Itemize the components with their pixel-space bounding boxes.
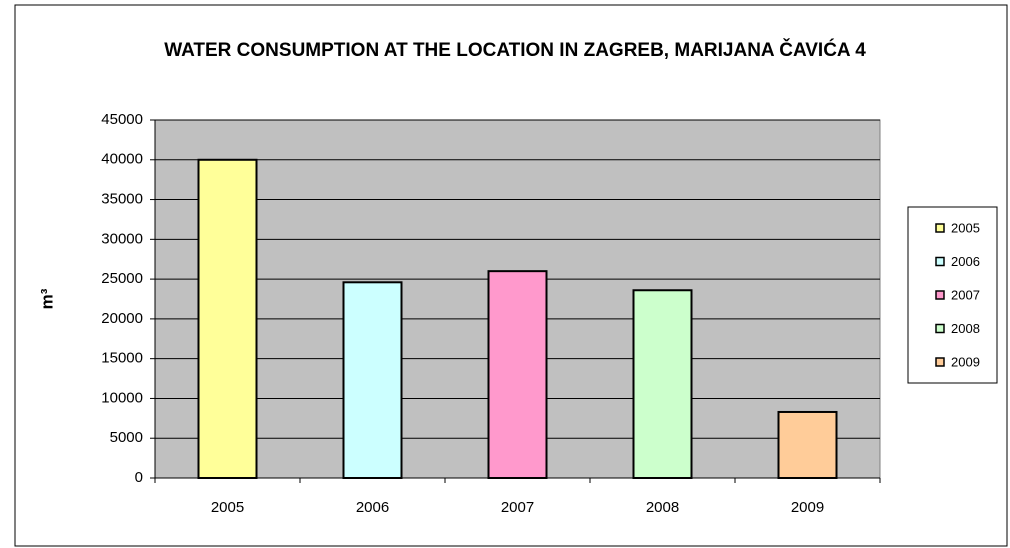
legend-label: 2007	[951, 287, 980, 302]
y-axis-label: m³	[37, 288, 56, 309]
y-tick-label: 15000	[101, 350, 143, 367]
x-tick-label: 2009	[791, 499, 824, 516]
bar	[487, 270, 548, 479]
y-tick-label: 20000	[101, 310, 143, 327]
legend-label: 2005	[951, 220, 980, 235]
bar	[342, 281, 403, 479]
y-tick-label: 35000	[101, 191, 143, 208]
x-tick-label: 2006	[356, 499, 389, 516]
bar	[632, 289, 693, 480]
legend-swatch	[935, 256, 945, 267]
legend-swatch	[935, 223, 945, 233]
x-tick-label: 2005	[211, 499, 244, 516]
x-tick-label: 2008	[646, 499, 679, 516]
legend-label: 2006	[951, 254, 980, 269]
y-tick-label: 25000	[101, 270, 143, 287]
legend-swatch	[935, 323, 945, 334]
bar	[777, 410, 838, 480]
legend-label: 2009	[951, 354, 980, 369]
bar	[197, 158, 258, 479]
y-tick-label: 40000	[101, 151, 143, 168]
legend-box	[907, 206, 998, 384]
y-tick-label: 45000	[101, 111, 143, 128]
legend-label: 2008	[951, 321, 980, 336]
y-tick-label: 5000	[110, 429, 143, 446]
y-tick-label: 30000	[101, 230, 143, 247]
x-tick-label: 2007	[501, 499, 534, 516]
y-tick-label: 0	[135, 469, 143, 486]
legend-swatch	[935, 357, 945, 367]
chart-title: WATER CONSUMPTION AT THE LOCATION IN ZAG…	[164, 40, 866, 61]
y-tick-label: 10000	[101, 389, 143, 406]
legend-swatch	[935, 290, 945, 300]
